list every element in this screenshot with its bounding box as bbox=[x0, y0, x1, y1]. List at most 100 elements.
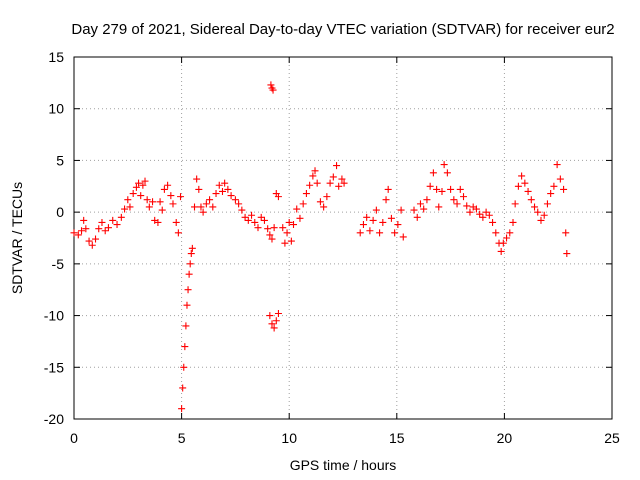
data-point bbox=[164, 181, 172, 189]
data-point bbox=[85, 237, 93, 245]
data-point bbox=[172, 218, 180, 226]
data-point bbox=[160, 185, 168, 193]
data-point bbox=[179, 384, 187, 392]
data-point bbox=[397, 206, 405, 214]
data-point bbox=[476, 210, 484, 218]
data-point bbox=[260, 216, 268, 224]
data-point bbox=[74, 231, 82, 239]
data-point bbox=[156, 198, 164, 206]
data-point bbox=[391, 229, 399, 237]
data-point bbox=[311, 167, 319, 175]
data-point bbox=[251, 218, 259, 226]
data-point bbox=[293, 205, 301, 213]
data-point bbox=[126, 203, 134, 211]
data-point bbox=[80, 216, 88, 224]
data-point bbox=[503, 234, 511, 242]
data-point bbox=[372, 206, 380, 214]
data-point bbox=[117, 213, 125, 221]
data-point bbox=[218, 187, 226, 195]
data-point bbox=[320, 203, 328, 211]
data-point bbox=[124, 196, 132, 204]
data-point bbox=[98, 218, 106, 226]
y-axis-title: SDTVAR / TECUs bbox=[9, 182, 25, 294]
data-point bbox=[306, 181, 314, 189]
data-point bbox=[181, 343, 189, 351]
data-point bbox=[556, 175, 564, 183]
data-point bbox=[285, 218, 293, 226]
data-point bbox=[270, 324, 278, 332]
data-point bbox=[299, 200, 307, 208]
data-point bbox=[178, 405, 186, 413]
data-point bbox=[323, 193, 331, 201]
data-point bbox=[206, 196, 214, 204]
data-point bbox=[287, 237, 295, 245]
data-point bbox=[197, 203, 205, 211]
data-point bbox=[193, 175, 201, 183]
data-point bbox=[492, 229, 500, 237]
data-point bbox=[195, 185, 203, 193]
data-point bbox=[268, 320, 276, 328]
data-point bbox=[209, 203, 217, 211]
data-point bbox=[180, 363, 188, 371]
data-point bbox=[224, 185, 232, 193]
data-point bbox=[537, 216, 545, 224]
y-tick-label: -20 bbox=[44, 411, 64, 427]
data-point bbox=[129, 190, 137, 198]
data-point bbox=[356, 229, 364, 237]
data-point bbox=[511, 200, 519, 208]
data-point bbox=[338, 175, 346, 183]
data-point bbox=[141, 177, 149, 185]
data-point bbox=[257, 213, 265, 221]
data-point bbox=[88, 241, 96, 249]
data-point bbox=[145, 203, 153, 211]
data-point bbox=[188, 244, 196, 252]
chart-title: Day 279 of 2021, Sidereal Day-to-day VTE… bbox=[71, 21, 614, 38]
data-point bbox=[440, 161, 448, 169]
data-point bbox=[267, 81, 275, 89]
x-tick-label: 25 bbox=[604, 430, 620, 446]
data-point bbox=[281, 239, 289, 247]
data-point bbox=[227, 192, 235, 200]
data-point bbox=[506, 229, 514, 237]
data-point bbox=[135, 179, 143, 187]
y-tick-label: -5 bbox=[52, 256, 65, 272]
data-point bbox=[450, 196, 458, 204]
data-point bbox=[186, 260, 194, 268]
data-point bbox=[534, 208, 542, 216]
data-point bbox=[202, 200, 210, 208]
data-point bbox=[199, 208, 207, 216]
data-point bbox=[376, 229, 384, 237]
data-point bbox=[137, 192, 145, 200]
data-point bbox=[184, 286, 192, 294]
y-tick-label: 10 bbox=[48, 101, 64, 117]
data-point bbox=[109, 216, 117, 224]
data-point bbox=[309, 172, 317, 180]
data-point bbox=[244, 216, 252, 224]
data-point bbox=[497, 247, 505, 255]
data-point bbox=[509, 218, 517, 226]
data-point bbox=[191, 203, 199, 211]
data-point bbox=[366, 227, 374, 235]
data-point bbox=[296, 214, 304, 222]
x-tick-label: 20 bbox=[497, 430, 513, 446]
data-point bbox=[463, 202, 471, 210]
data-point bbox=[433, 185, 441, 193]
data-point bbox=[485, 211, 493, 219]
data-point bbox=[154, 218, 162, 226]
data-point bbox=[212, 190, 220, 198]
data-point bbox=[340, 179, 348, 187]
data-point bbox=[543, 200, 551, 208]
data-point bbox=[238, 206, 246, 214]
data-point bbox=[489, 218, 497, 226]
x-tick-label: 5 bbox=[178, 430, 186, 446]
data-point bbox=[562, 229, 570, 237]
data-point bbox=[499, 239, 507, 247]
y-tick-label: -10 bbox=[44, 308, 64, 324]
data-point bbox=[169, 200, 177, 208]
data-point bbox=[460, 193, 468, 201]
data-point bbox=[387, 214, 395, 222]
data-point bbox=[132, 183, 140, 191]
data-point bbox=[540, 211, 548, 219]
y-tick-label: 5 bbox=[56, 152, 64, 168]
